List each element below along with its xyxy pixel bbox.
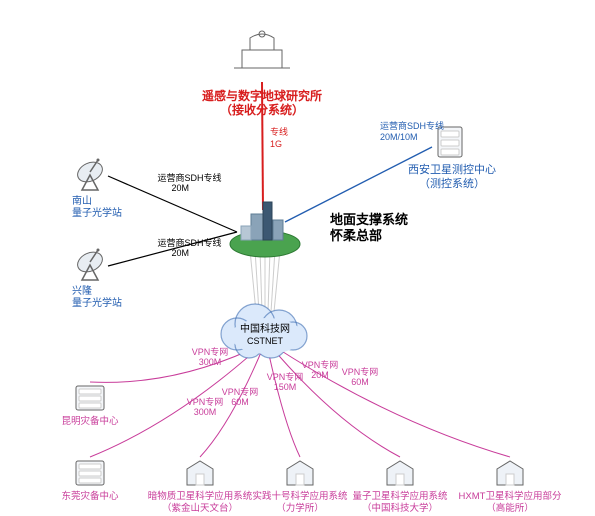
svg-text:南山: 南山 [72, 194, 92, 207]
svg-text:HXMT卫星科学应用部分: HXMT卫星科学应用部分 [459, 490, 562, 502]
svg-text:VPN专网: VPN专网 [192, 346, 229, 357]
svg-text:遥感与数字地球研究所: 遥感与数字地球研究所 [202, 88, 322, 103]
svg-text:300M: 300M [194, 407, 217, 417]
svg-text:VPN专网: VPN专网 [267, 371, 304, 382]
svg-text:量子光学站: 量子光学站 [72, 296, 122, 309]
svg-text:昆明灾备中心: 昆明灾备中心 [61, 415, 119, 427]
svg-text:150M: 150M [274, 382, 297, 392]
svg-text:实践十号科学应用系统: 实践十号科学应用系统 [252, 490, 348, 502]
svg-text:地面支撑系统: 地面支撑系统 [330, 212, 408, 227]
svg-text:20M: 20M [172, 248, 190, 258]
svg-text:暗物质卫星科学应用系统: 暗物质卫星科学应用系统 [148, 490, 253, 502]
svg-text:60M: 60M [351, 377, 369, 387]
svg-text:VPN专网: VPN专网 [187, 396, 224, 407]
svg-text:20M: 20M [172, 183, 190, 193]
svg-text:（力学所）: （力学所） [276, 502, 324, 514]
svg-text:量子卫星科学应用系统: 量子卫星科学应用系统 [352, 490, 448, 502]
svg-text:（高能所）: （高能所） [486, 502, 534, 514]
svg-text:运营商SDH专线: 运营商SDH专线 [380, 120, 444, 131]
svg-text:运营商SDH专线: 运营商SDH专线 [158, 237, 222, 248]
svg-text:60M: 60M [231, 397, 249, 407]
svg-text:怀柔总部: 怀柔总部 [330, 228, 382, 243]
svg-text:兴隆: 兴隆 [72, 284, 92, 297]
svg-text:300M: 300M [199, 357, 222, 367]
svg-text:（中国科技大学）: （中国科技大学） [362, 502, 438, 514]
svg-text:运营商SDH专线: 运营商SDH专线 [158, 172, 222, 183]
svg-text:量子光学站: 量子光学站 [72, 206, 122, 219]
svg-text:1G: 1G [270, 139, 282, 149]
svg-text:中国科技网: 中国科技网 [240, 322, 290, 335]
svg-text:VPN专网: VPN专网 [302, 359, 339, 370]
svg-text:东莞灾备中心: 东莞灾备中心 [61, 490, 119, 502]
svg-text:CSTNET: CSTNET [247, 336, 284, 346]
svg-text:（紫金山天文台）: （紫金山天文台） [162, 502, 238, 514]
svg-text:专线: 专线 [270, 126, 288, 137]
network-diagram: 遥感与数字地球研究所（接收分系统） 专线 1G 西安卫星测控中心（测控系统） 运营商SD… [0, 0, 595, 516]
svg-text:VPN专网: VPN专网 [222, 386, 259, 397]
svg-text:VPN专网: VPN专网 [342, 366, 379, 377]
svg-text:西安卫星测控中心: 西安卫星测控中心 [408, 162, 496, 176]
svg-text:（测控系统）: （测控系统） [419, 176, 485, 190]
svg-text:（接收分系统）: （接收分系统） [220, 102, 304, 117]
svg-text:20M/10M: 20M/10M [380, 132, 418, 142]
svg-text:20M: 20M [311, 370, 329, 380]
